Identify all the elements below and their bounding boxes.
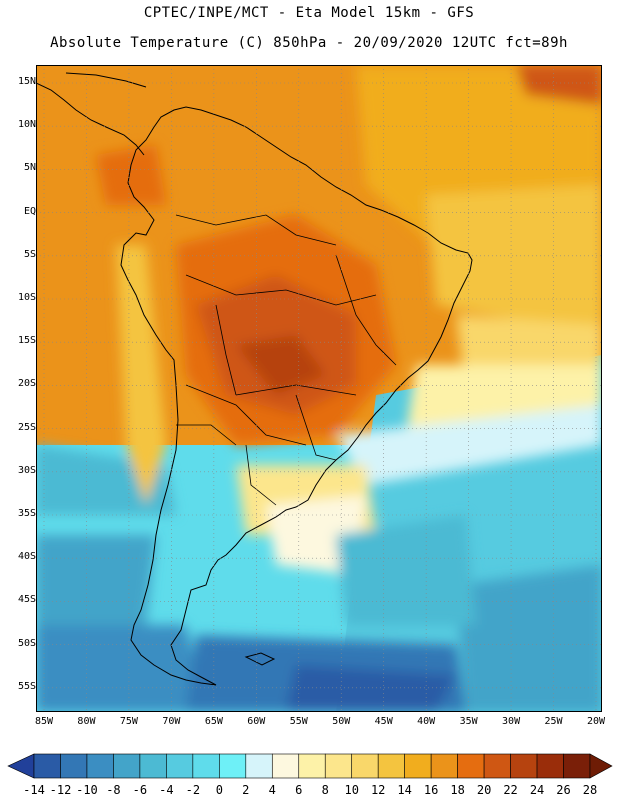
lat-tick-label: 45S xyxy=(17,594,36,606)
colorbar-tick-label: -10 xyxy=(76,783,98,797)
colorbar-max-triangle xyxy=(589,753,613,779)
colorbar-tick-label: 28 xyxy=(582,783,598,797)
colorbar-tick-label: 14 xyxy=(397,783,412,797)
colorbar-box xyxy=(404,753,432,779)
lat-tick-label: 40S xyxy=(17,551,36,563)
colorbar-tick-label: 6 xyxy=(295,783,303,797)
colorbar-box xyxy=(324,753,353,779)
map-frame xyxy=(36,65,602,712)
colorbar-tick-label: 24 xyxy=(529,783,545,797)
colorbar-tick-label: -14 xyxy=(23,783,45,797)
lon-tick-label: 60W xyxy=(247,716,266,727)
lon-tick-label: 85W xyxy=(34,716,54,727)
lat-tick-label: 10S xyxy=(17,292,36,303)
lat-tick-label: 5N xyxy=(23,162,36,174)
lon-tick-label: 65W xyxy=(204,716,223,727)
colorbar-tick-label: -6 xyxy=(132,783,148,797)
lon-tick-label: 80W xyxy=(77,716,96,727)
colorbar-box xyxy=(298,753,326,779)
colorbar-tick-label: -4 xyxy=(159,783,174,797)
central-america-outline xyxy=(36,82,145,156)
colorbar-tick-label: 8 xyxy=(321,783,329,797)
lon-tick-label: 35W xyxy=(459,716,478,727)
colorbar-box xyxy=(113,753,141,779)
colorbar-tick-label: 20 xyxy=(476,783,492,797)
colorbar-box xyxy=(510,753,538,779)
temperature-map xyxy=(36,65,602,712)
title-line-1: CPTEC/INPE/MCT - Eta Model 15km - GFS xyxy=(143,5,475,21)
colorbar-box xyxy=(483,753,511,779)
colorbar-tick-label: -8 xyxy=(106,783,121,797)
lat-tick-label: 25S xyxy=(17,421,36,433)
colorbar-box xyxy=(271,753,300,779)
lon-tick-label: 75W xyxy=(119,716,138,727)
lon-tick-label: 20W xyxy=(586,716,606,727)
colorbar-box xyxy=(139,753,167,779)
colorbar-tick-label: 18 xyxy=(450,783,465,797)
colorbar-tick-label: 16 xyxy=(423,783,439,797)
colorbar-tick-label: 22 xyxy=(503,783,518,797)
country-borders xyxy=(175,214,397,506)
lat-tick-label: 30S xyxy=(17,464,36,476)
colorbar-box xyxy=(377,753,405,779)
colorbar-box xyxy=(563,753,591,779)
lon-tick-label: 30W xyxy=(502,716,521,727)
colorbar-tick-label: 26 xyxy=(556,783,571,797)
colorbar-box xyxy=(430,753,458,779)
colorbar-tick-label: 10 xyxy=(344,783,359,797)
colorbar-box xyxy=(86,753,114,779)
colorbar-box xyxy=(192,753,220,779)
lat-tick-label: 20S xyxy=(17,378,36,390)
temperature-field xyxy=(36,65,602,712)
lon-tick-label: 40W xyxy=(417,716,436,727)
south-america-outline xyxy=(120,106,473,686)
colorbar-box xyxy=(245,753,273,779)
lon-tick-label: 45W xyxy=(374,716,393,727)
lat-tick-label: 15N xyxy=(17,76,36,87)
colorbar-box xyxy=(219,753,247,779)
lat-tick-label: 10N xyxy=(17,119,36,131)
colorbar-min-triangle xyxy=(7,753,35,779)
lat-tick-label: EQ xyxy=(23,205,36,217)
colorbar-box xyxy=(536,753,564,779)
colorbar-tick-label: 12 xyxy=(370,783,386,797)
colorbar-tick-label: -12 xyxy=(49,783,72,797)
lat-tick-label: 50S xyxy=(17,637,36,649)
colorbar-tick-label: -2 xyxy=(185,783,201,797)
colorbar-box xyxy=(33,753,61,779)
lat-tick-label: 5S xyxy=(23,248,36,260)
lat-tick-label: 35S xyxy=(17,508,36,519)
title-line-2: Absolute Temperature (C) 850hPa - 20/09/… xyxy=(50,35,568,51)
colorbar-box xyxy=(457,753,485,779)
colorbar-box xyxy=(60,753,88,779)
colorbar-tick-label: 4 xyxy=(268,783,276,797)
colorbar-box xyxy=(166,753,194,779)
colorbar-tick-label: 0 xyxy=(215,783,223,797)
colorbar-tick-label: 2 xyxy=(242,783,250,797)
lon-tick-label: 70W xyxy=(162,716,181,727)
lon-tick-label: 55W xyxy=(289,716,308,727)
lon-tick-label: 50W xyxy=(332,716,351,727)
lat-tick-label: 15S xyxy=(17,335,36,347)
lon-tick-label: 25W xyxy=(544,716,563,727)
colorbar xyxy=(7,753,613,779)
lat-tick-label: 55S xyxy=(17,680,36,692)
colorbar-box xyxy=(351,753,379,779)
